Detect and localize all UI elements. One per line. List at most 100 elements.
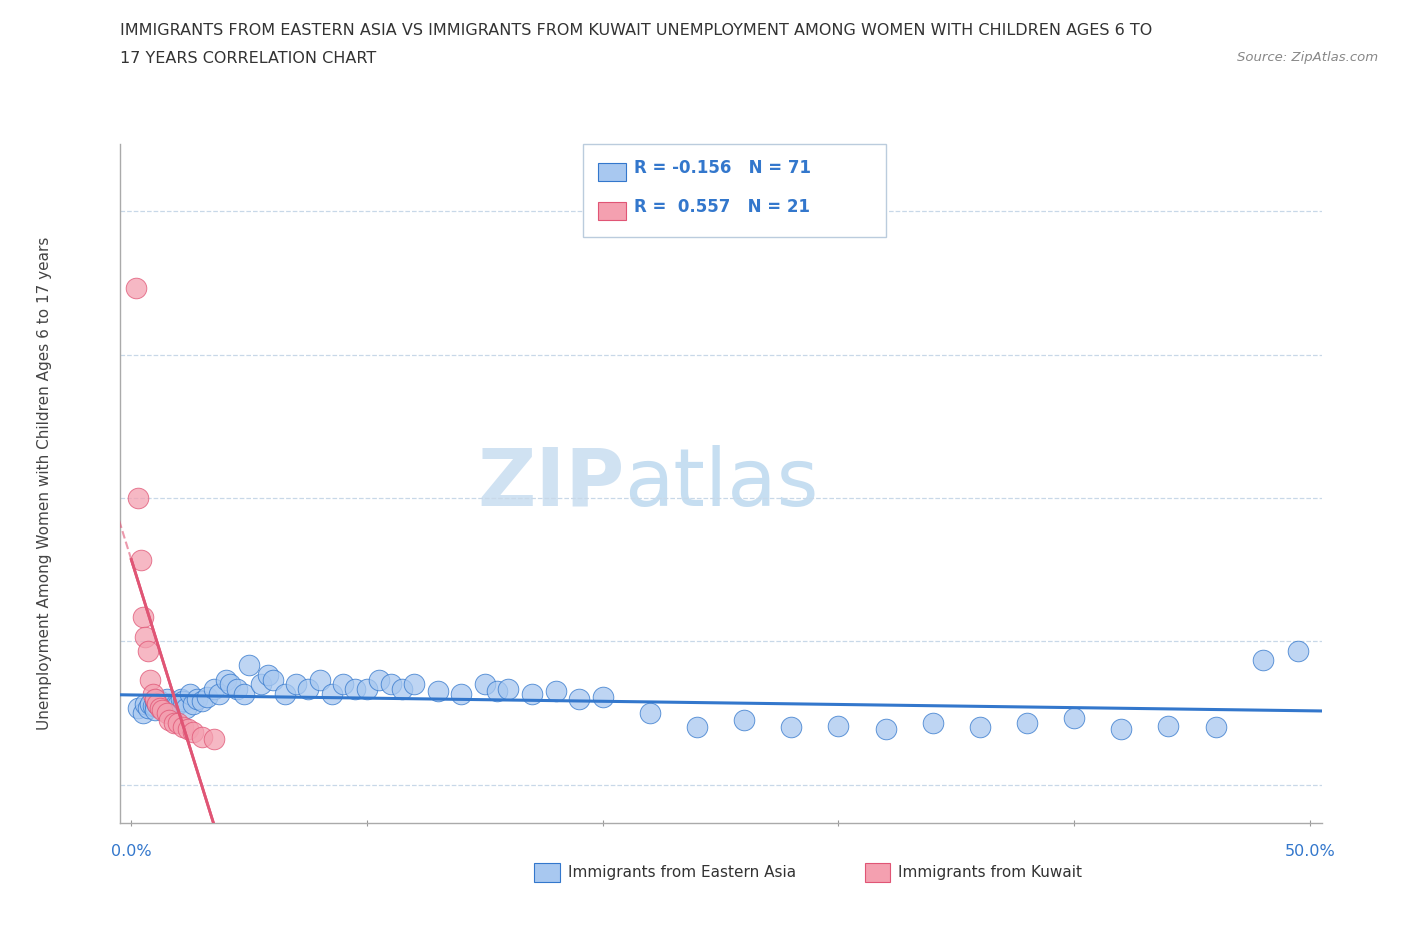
Point <box>498 682 520 697</box>
Text: R =  0.557   N = 21: R = 0.557 N = 21 <box>634 198 810 217</box>
Point <box>1251 653 1274 668</box>
Point <box>143 691 166 706</box>
Point <box>1063 711 1085 725</box>
Point <box>191 693 214 708</box>
Text: 50.0%: 50.0% <box>1285 844 1336 859</box>
Point <box>174 701 197 716</box>
Point <box>172 693 194 708</box>
Point <box>344 682 367 697</box>
Point <box>332 677 354 692</box>
Point <box>686 720 709 735</box>
Text: Source: ZipAtlas.com: Source: ZipAtlas.com <box>1237 51 1378 64</box>
Point <box>163 701 186 716</box>
Point <box>391 682 413 697</box>
Point <box>450 686 472 701</box>
Point <box>157 696 180 711</box>
Point <box>150 703 173 718</box>
Point <box>167 715 190 730</box>
Point <box>146 696 169 711</box>
Point <box>134 696 156 711</box>
Point <box>202 682 225 697</box>
Point <box>132 706 155 721</box>
Point <box>149 701 172 716</box>
Point <box>141 699 163 714</box>
Point <box>177 722 200 737</box>
Point <box>485 684 508 698</box>
Point <box>1157 718 1180 733</box>
Point <box>191 729 214 744</box>
Point <box>143 703 166 718</box>
Point <box>165 696 187 711</box>
Point <box>136 644 159 658</box>
Point <box>195 689 218 704</box>
Point <box>285 677 308 692</box>
Point <box>214 672 236 687</box>
Point <box>202 732 225 747</box>
Point <box>149 693 172 708</box>
Point <box>207 686 229 701</box>
Point <box>170 691 193 706</box>
Point <box>309 672 332 687</box>
Text: atlas: atlas <box>624 445 818 523</box>
Point <box>367 672 389 687</box>
Point <box>181 696 204 711</box>
Point <box>969 720 991 735</box>
Text: 17 YEARS CORRELATION CHART: 17 YEARS CORRELATION CHART <box>120 51 375 66</box>
Point <box>132 610 155 625</box>
Point <box>143 699 166 714</box>
Point <box>921 715 943 730</box>
Text: R = -0.156   N = 71: R = -0.156 N = 71 <box>634 159 811 178</box>
Point <box>125 280 148 295</box>
Point <box>297 682 319 697</box>
Point <box>136 701 159 716</box>
Text: IMMIGRANTS FROM EASTERN ASIA VS IMMIGRANTS FROM KUWAIT UNEMPLOYMENT AMONG WOMEN : IMMIGRANTS FROM EASTERN ASIA VS IMMIGRAN… <box>120 23 1152 38</box>
Point <box>426 684 449 698</box>
Point <box>780 720 803 735</box>
Point <box>156 706 179 721</box>
Point <box>219 677 242 692</box>
Point <box>143 691 166 706</box>
Text: Unemployment Among Women with Children Ages 6 to 17 years: Unemployment Among Women with Children A… <box>38 237 52 730</box>
Point <box>250 677 273 692</box>
Point <box>127 490 149 505</box>
Point <box>156 691 179 706</box>
Point <box>146 696 169 711</box>
Point <box>638 706 661 721</box>
Point <box>127 701 149 716</box>
Point <box>1015 715 1038 730</box>
Point <box>1286 644 1309 658</box>
Point <box>134 630 156 644</box>
Text: Immigrants from Eastern Asia: Immigrants from Eastern Asia <box>568 865 796 880</box>
Point <box>262 672 284 687</box>
Point <box>186 691 208 706</box>
Point <box>150 699 173 714</box>
Point <box>568 691 591 706</box>
Point <box>827 718 849 733</box>
Point <box>172 720 194 735</box>
Point <box>141 686 163 701</box>
Point <box>474 677 496 692</box>
Point <box>139 672 162 687</box>
Point <box>544 684 567 698</box>
Text: 0.0%: 0.0% <box>111 844 152 859</box>
Point <box>139 696 162 711</box>
Point <box>1111 722 1133 737</box>
Point <box>520 686 543 701</box>
Point <box>733 712 755 727</box>
Point <box>157 712 180 727</box>
Point <box>1205 720 1227 735</box>
Point <box>181 724 204 739</box>
Point <box>163 715 186 730</box>
Point <box>273 686 295 701</box>
Point <box>380 677 402 692</box>
Point <box>875 722 897 737</box>
Text: ZIP: ZIP <box>477 445 624 523</box>
Point <box>226 682 249 697</box>
Point <box>129 552 152 567</box>
Point <box>233 686 256 701</box>
Point <box>167 696 190 711</box>
Point <box>404 677 426 692</box>
Point <box>179 686 201 701</box>
Text: Immigrants from Kuwait: Immigrants from Kuwait <box>898 865 1083 880</box>
Point <box>356 682 378 697</box>
